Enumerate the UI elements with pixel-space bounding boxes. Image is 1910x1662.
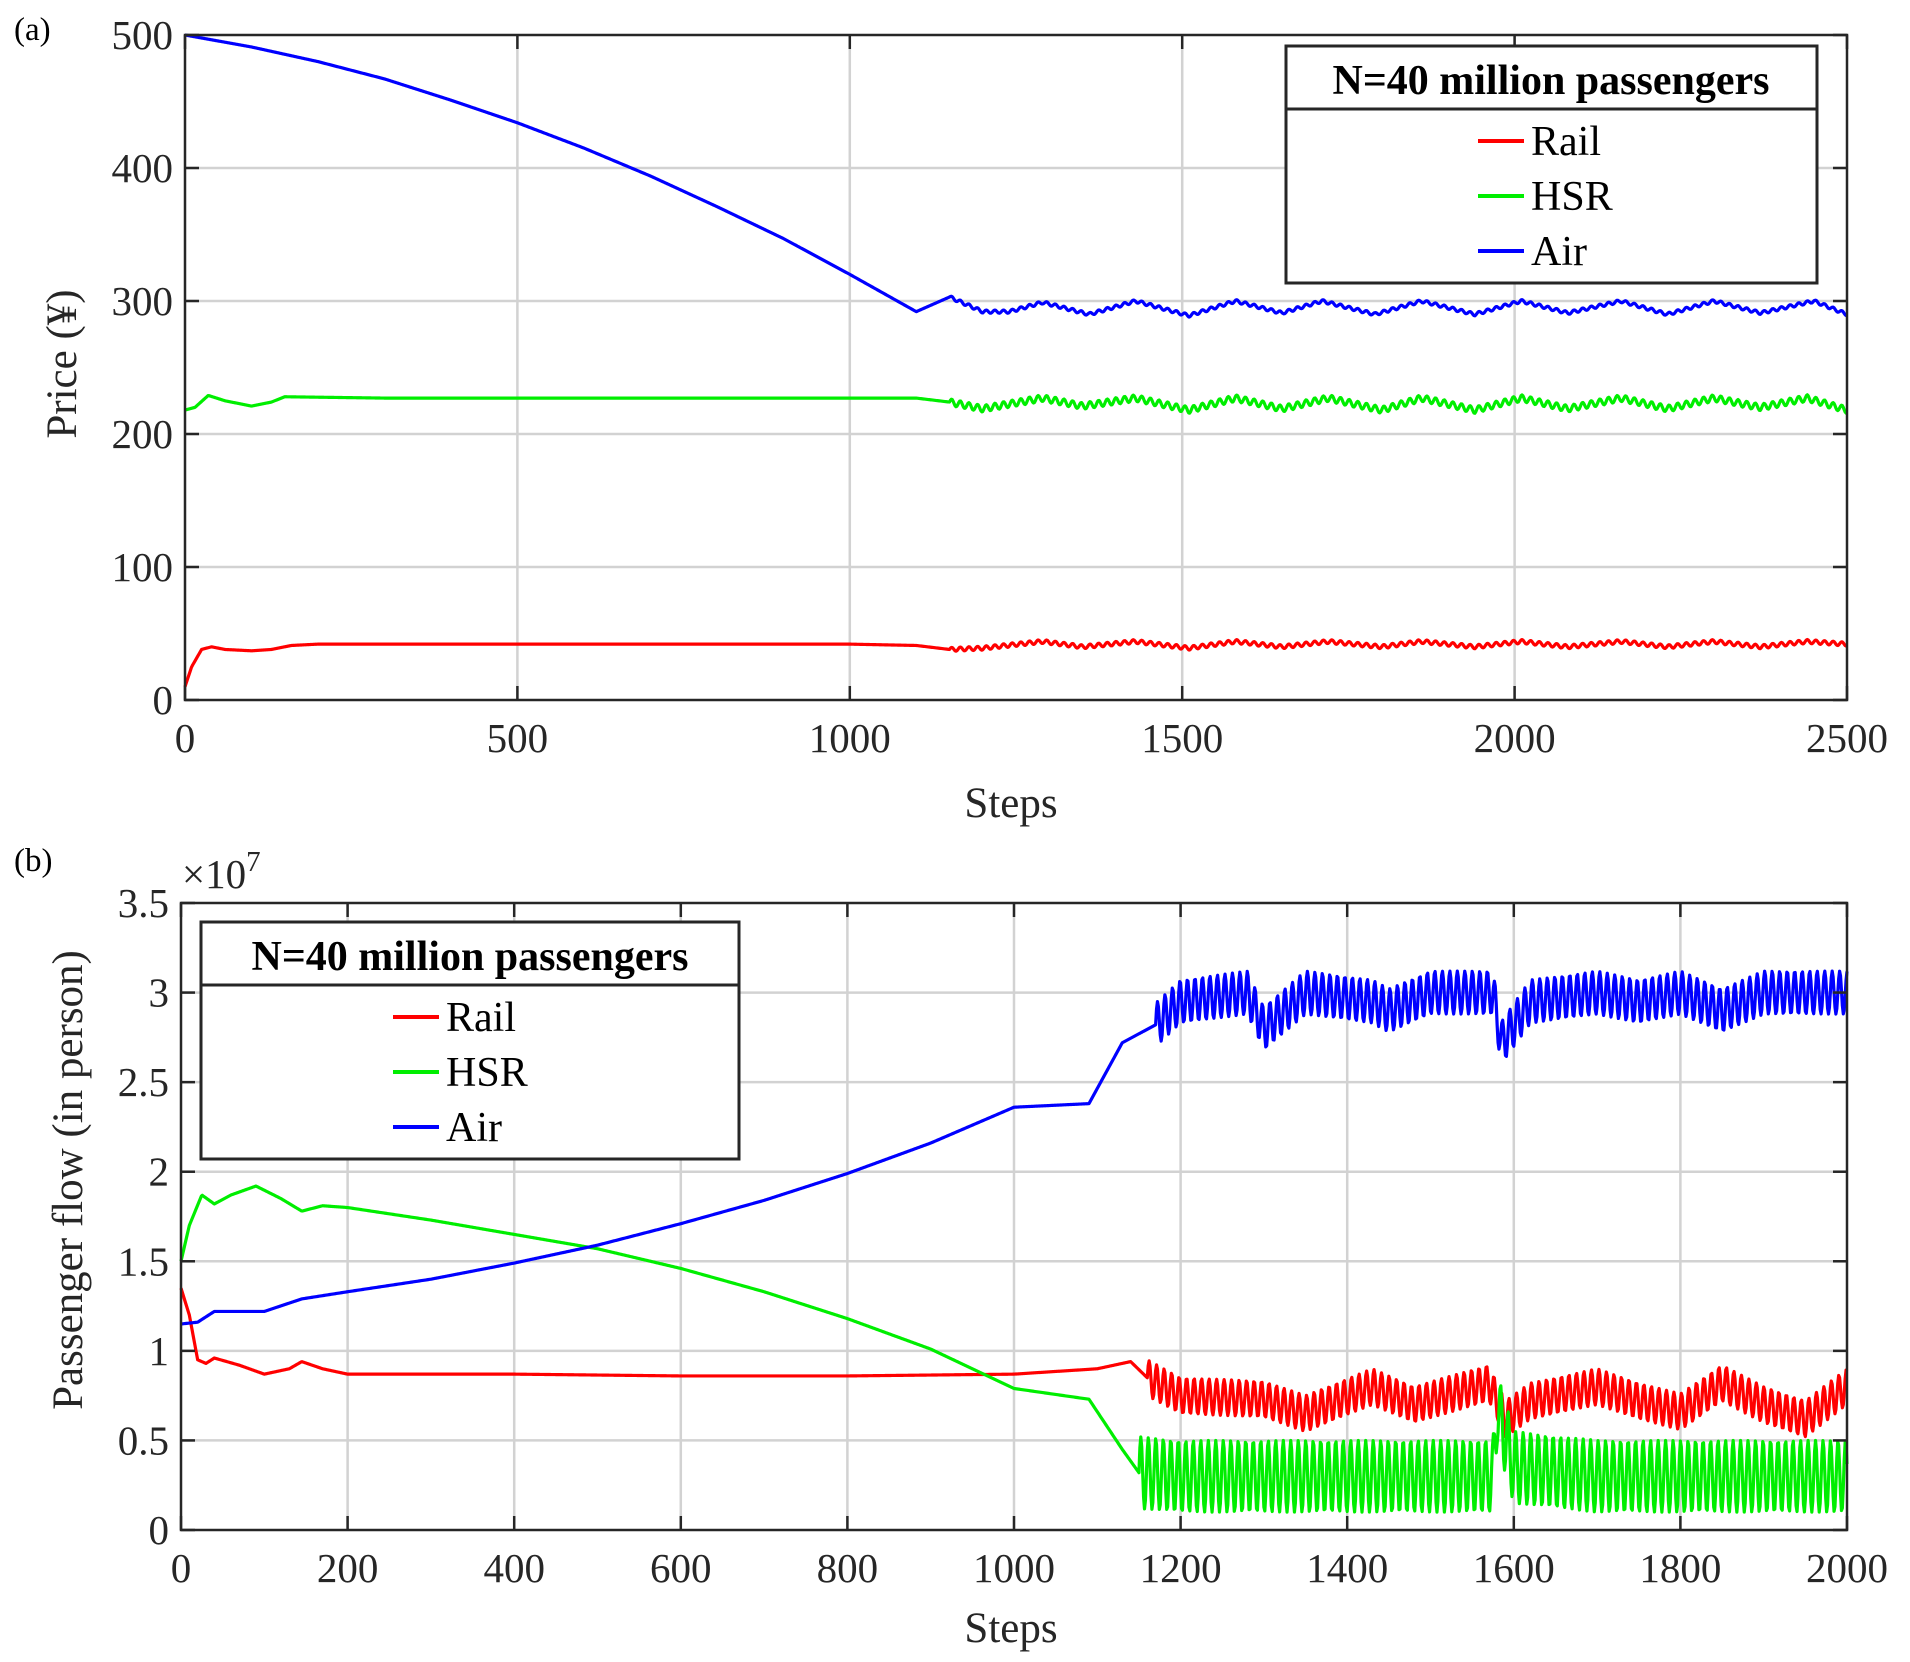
chart-b-legend-title: N=40 million passengers	[252, 934, 689, 980]
chart-b-y-multiplier: ×107	[182, 846, 261, 897]
chart-b-xtick-label: 2000	[1806, 1545, 1888, 1591]
chart-a-xtick-label: 2000	[1474, 715, 1556, 761]
chart-b-ytick-label: 1	[149, 1328, 170, 1374]
chart-b-xtick-label: 400	[483, 1545, 545, 1591]
chart-b-xtick-label: 800	[817, 1545, 879, 1591]
chart-b-legend-rail: Rail	[446, 995, 516, 1041]
chart-a-legend-box	[1284, 44, 1819, 285]
chart-b-legend-air: Air	[446, 1105, 502, 1151]
chart-b-ytick-label: 3.5	[118, 880, 169, 926]
chart-a-xlabel: Steps	[964, 780, 1057, 827]
chart-b-legend-hsr: HSR	[446, 1050, 528, 1096]
chart-a-xtick-label: 500	[487, 715, 549, 761]
chart-b: 0 200 400 600 800 1000 1200 1400 1600 1800 2000 0 0.…	[14, 843, 1888, 1652]
chart-a-xtick-label: 2500	[1806, 715, 1888, 761]
chart-a-legend: N=40 million passengers Rail HSR Air	[1284, 44, 1819, 285]
chart-b-xtick-label: 1000	[973, 1545, 1055, 1591]
chart-a-frame	[183, 33, 1849, 702]
chart-b-series-hsr	[179, 1184, 1849, 1514]
chart-a-ytick-label: 400	[112, 145, 174, 191]
chart-b-xtick-label: 1800	[1639, 1545, 1721, 1591]
chart-a-legend-rail: Rail	[1531, 119, 1601, 165]
chart-a: 0 500 1000 1500 2000 2500 0 100 200 300 400 500 (a)…	[14, 12, 1888, 827]
chart-b-panel-label: (b)	[14, 843, 52, 879]
chart-b-ytick-label: 2	[149, 1149, 170, 1195]
chart-b-xtick-label: 600	[650, 1545, 712, 1591]
chart-a-legend-title: N=40 million passengers	[1333, 58, 1770, 104]
chart-a-ytick-label: 0	[153, 677, 174, 723]
chart-b-xtick-label: 0	[171, 1545, 192, 1591]
chart-b-ylabel: Passenger flow (in person)	[45, 950, 92, 1410]
chart-b-xtick-label: 1600	[1473, 1545, 1555, 1591]
chart-a-xtick-label: 1500	[1141, 715, 1223, 761]
chart-b-ytick-label: 2.5	[118, 1059, 169, 1105]
chart-a-ytick-label: 300	[112, 278, 174, 324]
chart-b-y-multiplier-exp: 7	[246, 846, 261, 878]
chart-b-series-rail	[179, 1287, 1849, 1439]
chart-a-ytick-label: 100	[112, 544, 174, 590]
chart-a-panel-label: (a)	[14, 12, 51, 48]
chart-a-ytick-label: 500	[112, 12, 174, 58]
chart-a-legend-hsr: HSR	[1531, 174, 1613, 220]
chart-b-legend-box	[199, 920, 741, 1161]
chart-b-xtick-label: 200	[317, 1545, 379, 1591]
chart-b-xtick-label: 1200	[1140, 1545, 1222, 1591]
chart-a-series-air	[184, 33, 1848, 319]
chart-a-xtick-label: 1000	[809, 715, 891, 761]
chart-a-legend-air: Air	[1531, 229, 1587, 275]
chart-b-ytick-label: 0	[149, 1507, 170, 1553]
chart-b-y-multiplier-base: ×10	[182, 851, 246, 897]
chart-a-ylabel: Price (¥)	[39, 289, 86, 438]
chart-b-ytick-label: 1.5	[118, 1238, 169, 1284]
chart-a-series-rail	[183, 637, 1848, 688]
chart-a-xtick-label: 0	[175, 715, 196, 761]
chart-b-ytick-label: 3	[149, 970, 170, 1016]
chart-a-ytick-label: 200	[112, 411, 174, 457]
chart-b-legend: N=40 million passengers Rail HSR Air	[199, 920, 741, 1161]
chart-b-ytick-label: 0.5	[118, 1417, 169, 1463]
chart-b-series-air	[180, 969, 1849, 1326]
chart-b-xtick-label: 1400	[1306, 1545, 1388, 1591]
chart-b-xlabel: Steps	[964, 1605, 1057, 1652]
chart-a-series-hsr	[184, 393, 1848, 415]
